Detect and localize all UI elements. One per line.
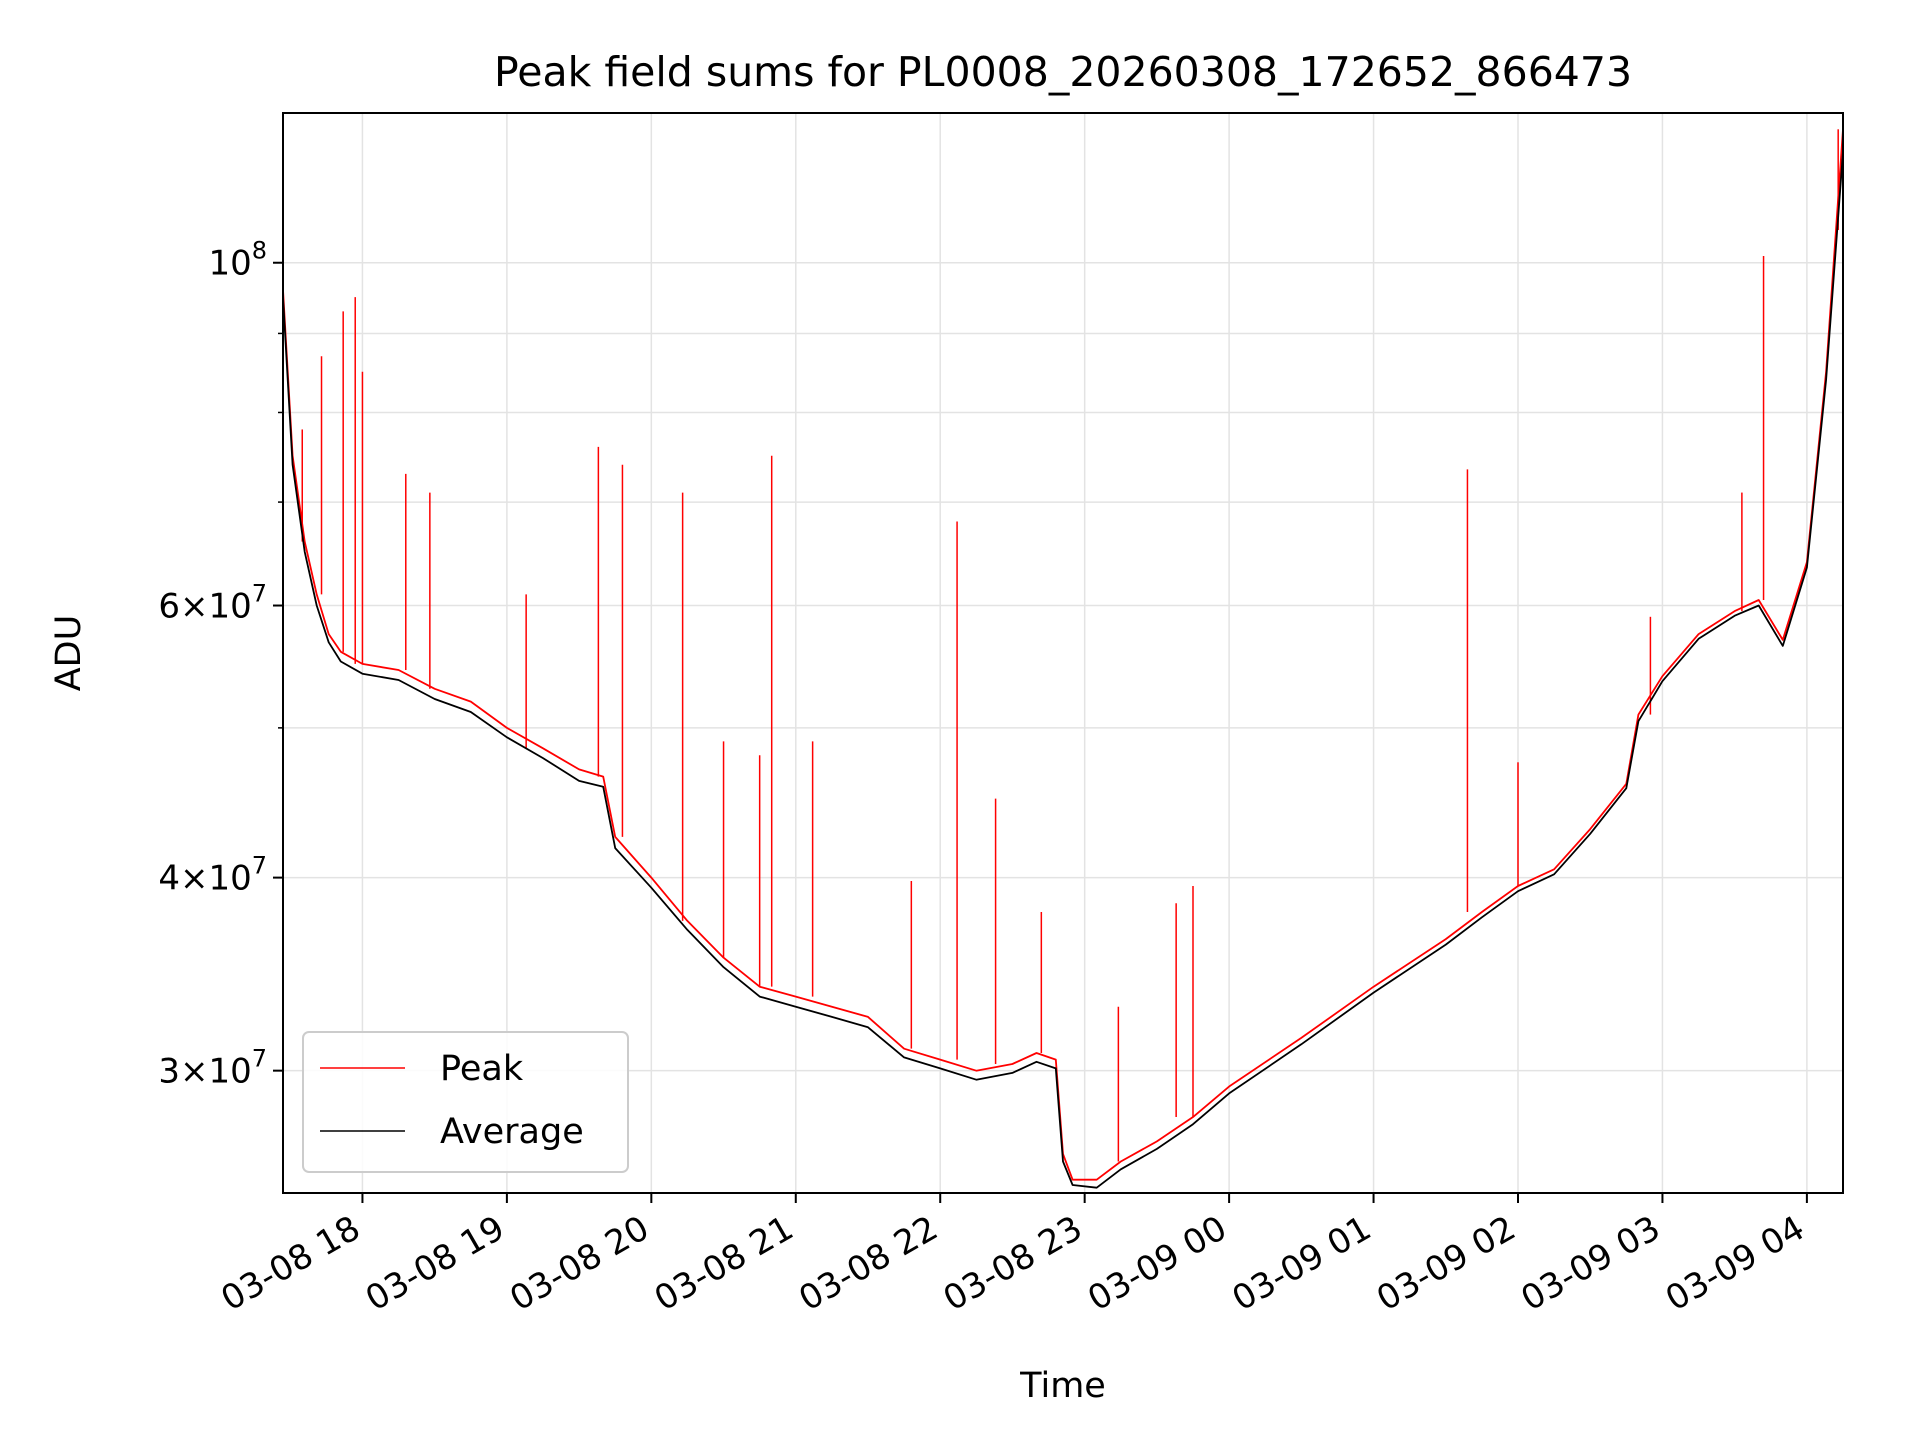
y-tick-mantissa: 3 — [158, 1052, 180, 1092]
legend-box — [302, 1031, 629, 1173]
y-tick-exponent: 7 — [252, 852, 267, 880]
y-tick-exponent: 7 — [252, 1045, 267, 1073]
x-axis-label: Time — [1019, 1366, 1106, 1406]
series-line-average — [283, 151, 1843, 1189]
y-axis-label: ADU — [49, 615, 89, 692]
y-tick-base: 10 — [208, 244, 251, 284]
axes-frame — [282, 112, 1844, 1194]
grid — [283, 113, 1843, 1193]
legend-label-average: Average — [440, 1112, 584, 1152]
y-tick-label: 4×107 — [158, 852, 267, 899]
y-tick-times: ×10 — [180, 1052, 252, 1092]
chart-title: Peak field sums for PL0008_20260308_1726… — [494, 48, 1632, 96]
y-tick-mantissa: 6 — [158, 587, 180, 627]
y-tick-mantissa: 4 — [158, 859, 180, 899]
y-tick-label: 108 — [208, 237, 267, 284]
y-tick-label: 6×107 — [158, 580, 267, 627]
plot-series — [283, 129, 1843, 1189]
series-line-peak — [283, 129, 1843, 1181]
y-tick-label: 3×107 — [158, 1045, 267, 1092]
y-tick-exponent: 8 — [252, 237, 267, 265]
y-tick-times: ×10 — [180, 859, 252, 899]
legend-label-peak: Peak — [440, 1049, 524, 1089]
y-tick-times: ×10 — [180, 587, 252, 627]
plot-area — [283, 129, 1843, 1189]
legend: Peak Average — [302, 1031, 629, 1173]
y-tick-exponent: 7 — [252, 580, 267, 608]
